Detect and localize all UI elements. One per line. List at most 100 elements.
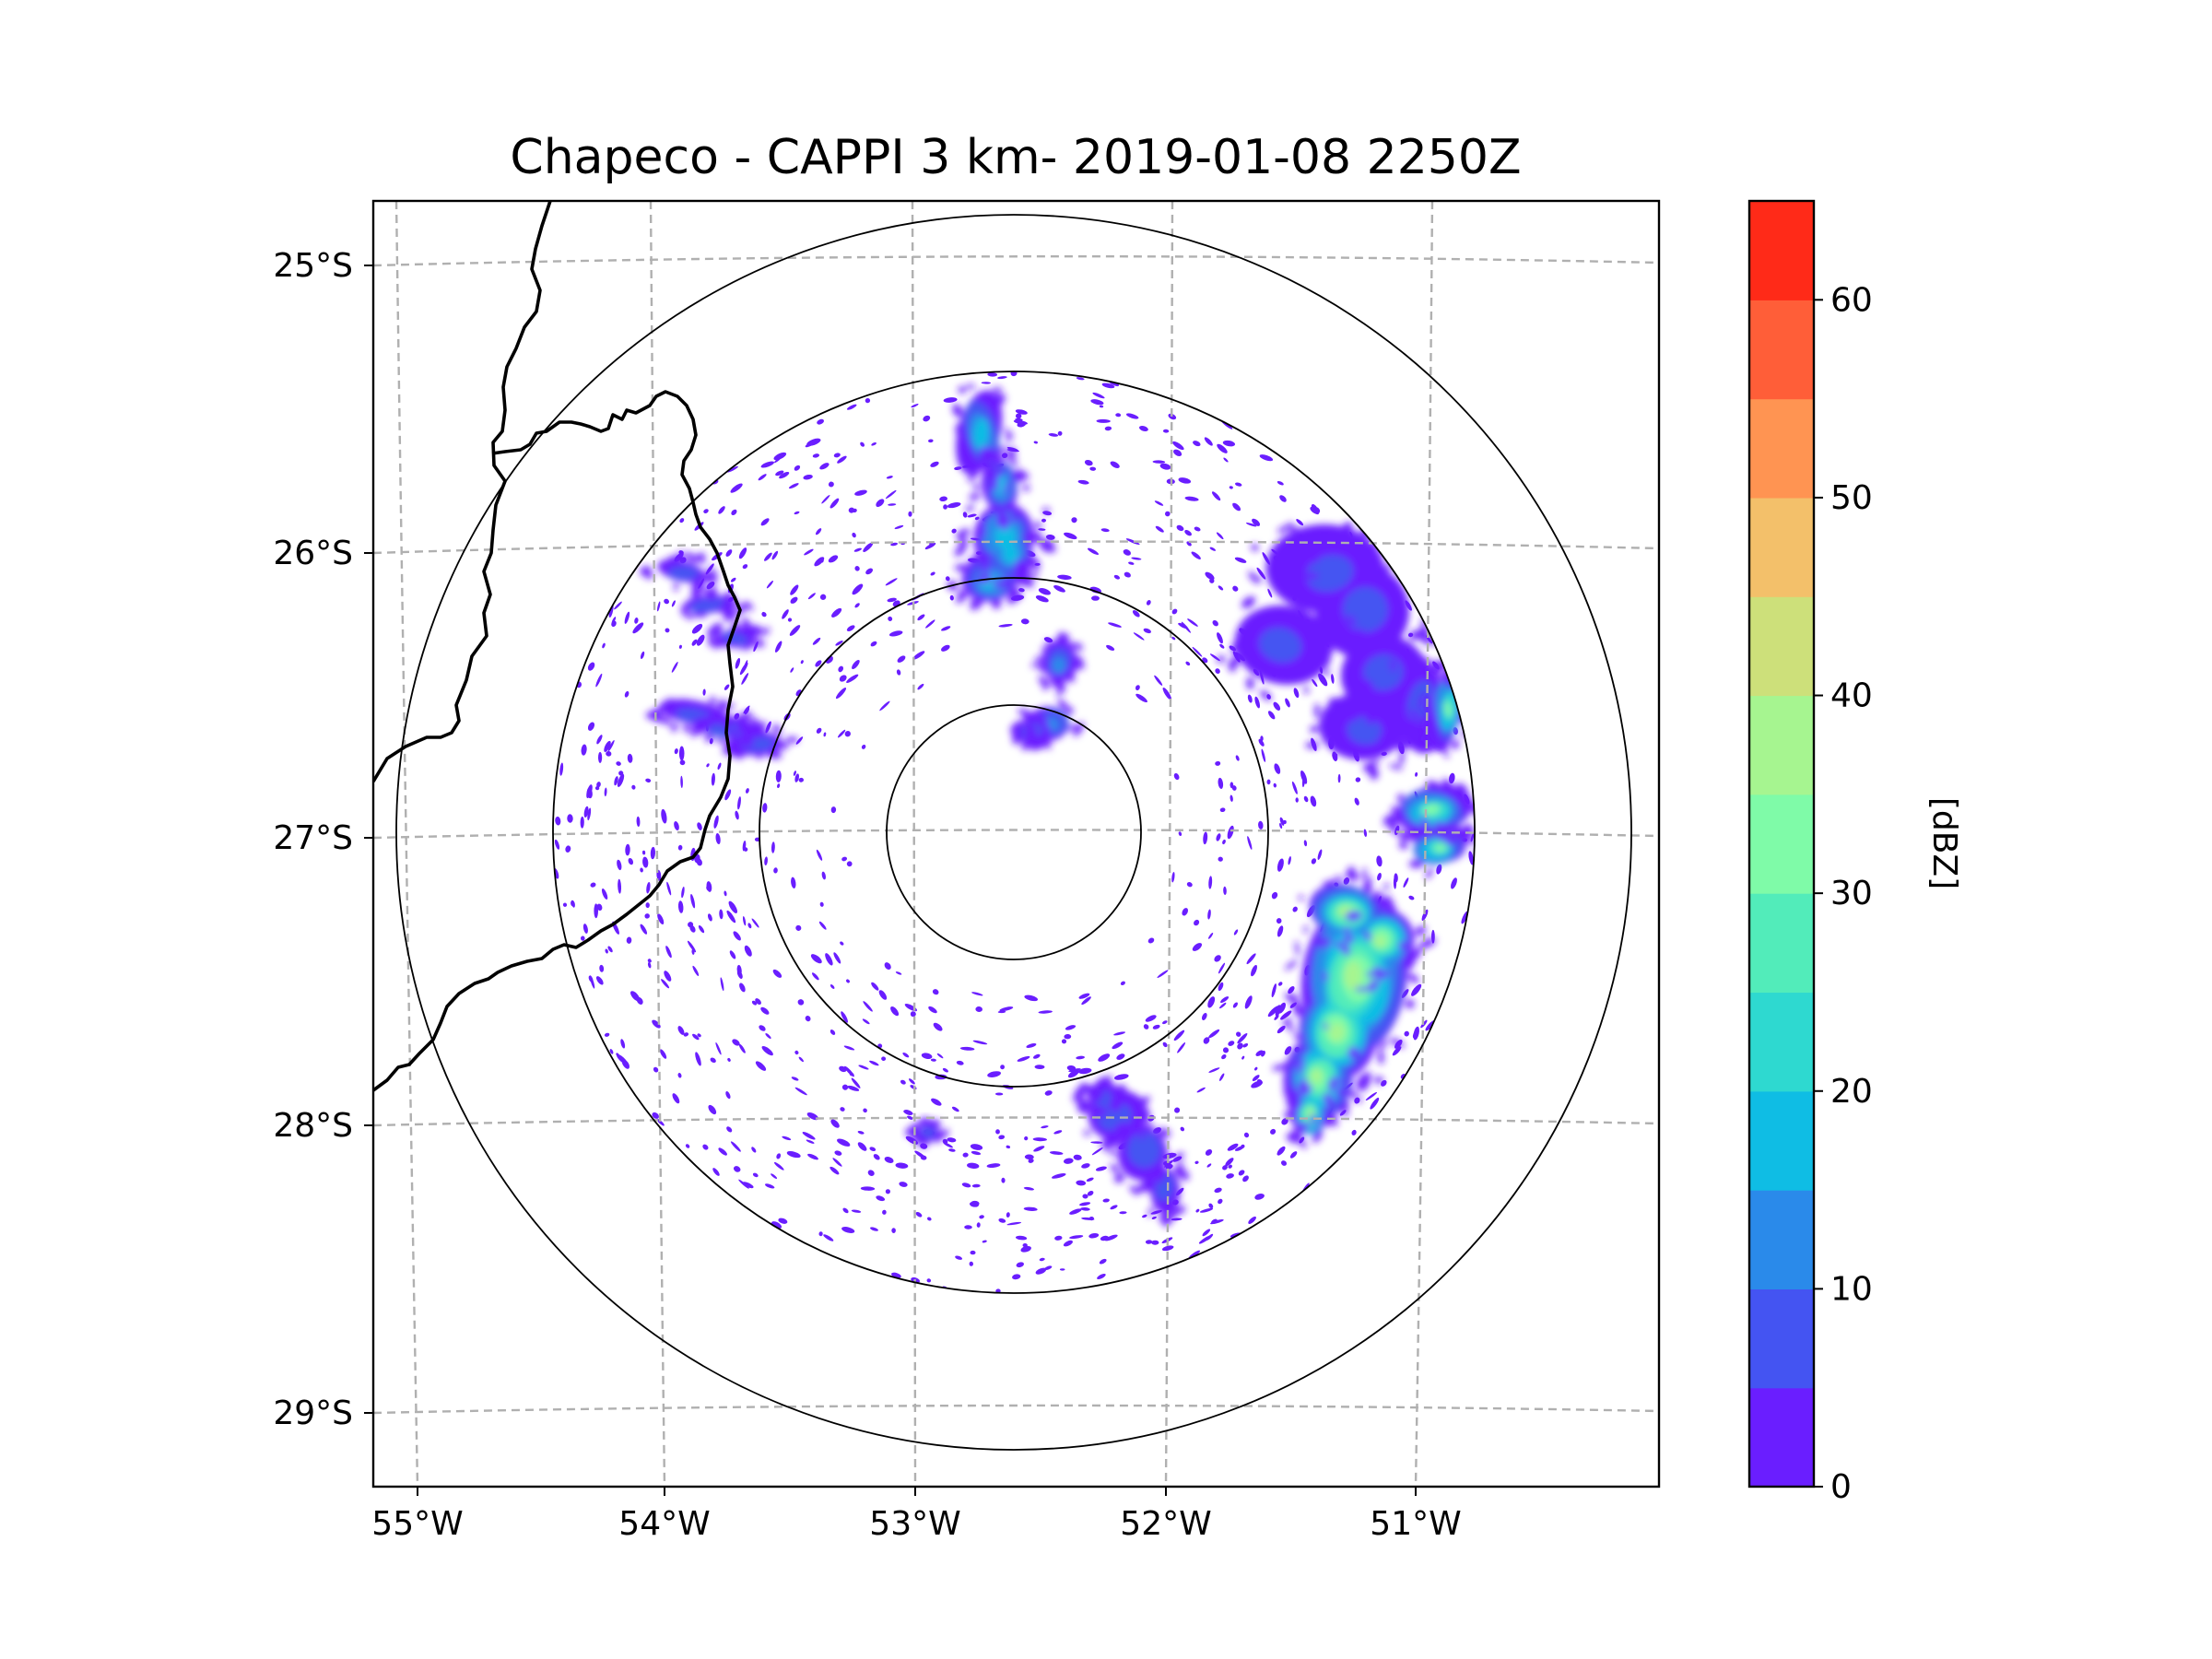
echo-fringe	[1328, 697, 1341, 705]
speckle	[1073, 1154, 1082, 1160]
speckle	[837, 1138, 851, 1147]
echo-fringe	[1298, 1122, 1311, 1130]
echo-fringe	[1383, 883, 1389, 890]
speckle	[1244, 995, 1253, 1009]
echo-fringe	[1324, 1105, 1331, 1121]
echo-fringe	[996, 446, 1008, 453]
speckle	[620, 1039, 626, 1049]
speckle	[1057, 430, 1063, 436]
echo-fringe	[775, 743, 785, 750]
echo-fringe	[728, 729, 736, 737]
colorbar-segments	[1749, 201, 1814, 1488]
border-paraguay-argentina	[373, 201, 552, 782]
echo-fringe	[956, 532, 968, 546]
speckle	[811, 972, 819, 981]
speckle	[1017, 1055, 1030, 1062]
echo-fringe	[1381, 711, 1389, 720]
speckle	[1000, 1065, 1006, 1070]
speckle	[1147, 937, 1155, 944]
speckle	[742, 564, 748, 570]
speckle	[1020, 1245, 1031, 1253]
echo-fringe	[715, 640, 724, 648]
speckle	[1219, 1002, 1227, 1009]
speckle	[712, 1168, 720, 1176]
speckle	[1222, 1165, 1228, 1171]
echo-fringe	[961, 457, 967, 466]
parallel-26s	[373, 540, 1659, 555]
speckle	[609, 1049, 614, 1054]
speckle	[710, 1057, 716, 1064]
speckle	[1068, 1068, 1081, 1073]
speckle	[962, 1152, 969, 1158]
echo-fringe	[963, 465, 976, 473]
speckle	[788, 483, 799, 489]
echo-fringe	[1353, 1050, 1359, 1061]
echo-fringe	[1004, 479, 1010, 496]
speckle	[1034, 1065, 1045, 1070]
speckle	[713, 815, 719, 829]
speckle	[1271, 891, 1278, 900]
echo-fringe	[1378, 1040, 1389, 1051]
speckle	[936, 1053, 944, 1059]
echo-fringe	[690, 552, 705, 563]
speckle	[605, 948, 608, 954]
speckle	[1216, 532, 1224, 540]
echo-fringe	[1437, 833, 1448, 841]
speckle	[1151, 1216, 1157, 1219]
echo-fringe	[761, 627, 771, 636]
echo-fringe	[1110, 1136, 1121, 1147]
speckle	[1254, 1066, 1258, 1071]
colorbar-tick-label: 10	[1830, 1270, 1873, 1308]
echo-fringe	[1277, 612, 1286, 628]
speckle	[1171, 871, 1175, 883]
echo-fringe	[704, 734, 714, 743]
colorbar-segment	[1749, 992, 1814, 1092]
speckle	[1089, 466, 1097, 471]
speckle	[1126, 413, 1139, 419]
speckle	[1311, 504, 1320, 515]
echo-fringe	[1217, 655, 1226, 664]
speckle	[1049, 1151, 1064, 1155]
speckle	[821, 871, 826, 880]
speckle	[896, 669, 901, 676]
echo-fringe	[743, 601, 754, 611]
speckle	[797, 999, 805, 1006]
speckle	[812, 637, 821, 645]
border-argentina-brazil	[373, 390, 742, 1092]
range-ring-50km	[886, 704, 1142, 960]
speckle	[650, 846, 656, 860]
speckle	[739, 982, 746, 993]
echo-fringe	[1388, 763, 1403, 771]
echo-fringe	[1334, 942, 1344, 947]
speckle	[640, 651, 645, 660]
colorbar-tick-label: 0	[1830, 1468, 1852, 1506]
speckle	[1211, 491, 1221, 501]
speckle	[851, 1209, 862, 1213]
echo-blob	[668, 566, 699, 580]
speckle	[1116, 1053, 1125, 1060]
speckle	[971, 1183, 981, 1188]
echo-fringe	[1383, 691, 1392, 699]
speckle	[1195, 1208, 1200, 1213]
echo-fringe	[1114, 1098, 1122, 1103]
speckle	[1248, 1216, 1256, 1224]
colorbar-tick-label: 60	[1830, 281, 1873, 319]
speckle	[688, 922, 694, 928]
speckle	[1354, 797, 1359, 806]
echo-fringe	[1114, 1172, 1124, 1183]
speckle	[1258, 820, 1264, 830]
speckle	[908, 1078, 915, 1085]
speckle	[1222, 440, 1236, 447]
speckle	[846, 404, 857, 410]
speckle	[652, 1112, 659, 1119]
speckle	[835, 688, 847, 700]
speckle	[1184, 496, 1199, 501]
echo-fringe	[1386, 903, 1396, 914]
x-tick-label: 51°W	[1370, 1505, 1461, 1543]
speckle	[1421, 909, 1429, 922]
echo-fringe	[981, 448, 992, 462]
speckle	[1212, 620, 1218, 627]
speckle	[858, 1065, 869, 1070]
speckle	[1178, 831, 1182, 836]
speckle	[1228, 1164, 1232, 1169]
